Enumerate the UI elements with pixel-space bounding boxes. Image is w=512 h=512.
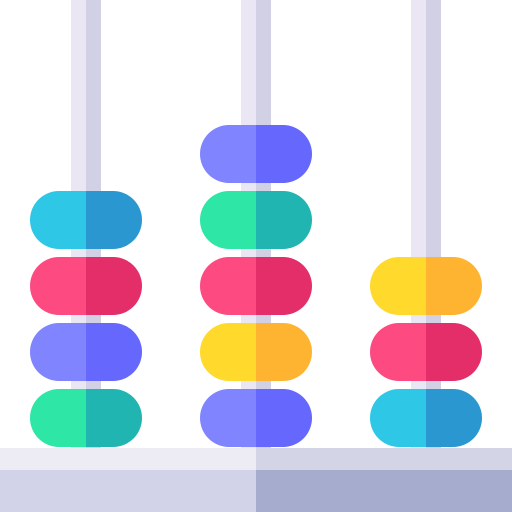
left-rod-bead-cyan xyxy=(30,191,142,249)
middle-rod-bead-green xyxy=(200,191,312,249)
right-rod-bead-pink xyxy=(370,323,482,381)
abacus-base xyxy=(0,448,512,512)
right-rod-bead-yellow xyxy=(370,257,482,315)
bead-dark-half xyxy=(86,323,142,381)
bead-dark-half xyxy=(256,389,312,447)
base-front-left xyxy=(0,470,256,512)
bead-dark-half xyxy=(426,257,482,315)
base-front-right xyxy=(256,470,512,512)
bead-light-half xyxy=(30,257,86,315)
bead-light-half xyxy=(200,257,256,315)
bead-light-half xyxy=(370,323,426,381)
middle-rod-bead-purple xyxy=(200,389,312,447)
base-top-left xyxy=(0,448,256,470)
bead-dark-half xyxy=(256,191,312,249)
bead-dark-half xyxy=(426,389,482,447)
right-rod-bead-cyan xyxy=(370,389,482,447)
bead-dark-half xyxy=(256,323,312,381)
bead-dark-half xyxy=(256,257,312,315)
middle-rod-bead-yellow xyxy=(200,323,312,381)
middle-rod-bead-purple xyxy=(200,125,312,183)
base-top-right xyxy=(256,448,512,470)
left-rod-bead-green xyxy=(30,389,142,447)
bead-light-half xyxy=(200,323,256,381)
bead-dark-half xyxy=(256,125,312,183)
bead-light-half xyxy=(30,323,86,381)
bead-light-half xyxy=(370,257,426,315)
bead-light-half xyxy=(200,389,256,447)
left-rod-bead-purple xyxy=(30,323,142,381)
middle-rod-bead-pink xyxy=(200,257,312,315)
bead-dark-half xyxy=(86,389,142,447)
bead-light-half xyxy=(200,125,256,183)
left-rod-bead-pink xyxy=(30,257,142,315)
bead-dark-half xyxy=(86,191,142,249)
bead-dark-half xyxy=(426,323,482,381)
beads xyxy=(30,125,482,447)
bead-light-half xyxy=(30,191,86,249)
bead-light-half xyxy=(30,389,86,447)
bead-light-half xyxy=(200,191,256,249)
bead-light-half xyxy=(370,389,426,447)
bead-dark-half xyxy=(86,257,142,315)
